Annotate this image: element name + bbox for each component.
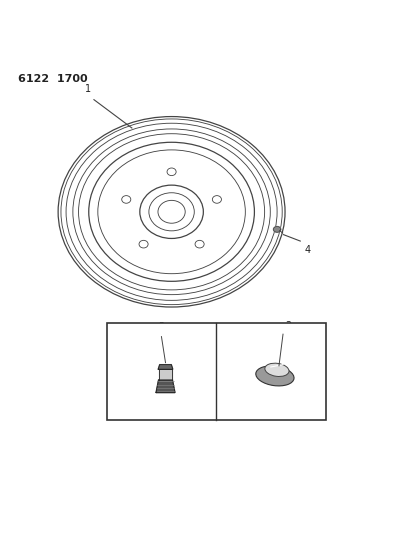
Polygon shape [273,227,281,232]
Ellipse shape [98,150,245,273]
Ellipse shape [158,200,185,223]
Ellipse shape [79,134,265,290]
Ellipse shape [213,196,222,203]
Polygon shape [158,365,173,369]
Ellipse shape [195,240,204,248]
Ellipse shape [140,185,203,238]
Ellipse shape [139,240,148,248]
Bar [107,323,326,421]
Ellipse shape [256,366,294,386]
Ellipse shape [61,119,282,305]
Ellipse shape [58,117,285,307]
Ellipse shape [73,129,270,295]
Ellipse shape [66,123,277,301]
Ellipse shape [89,142,255,281]
Text: 6122  1700: 6122 1700 [18,74,87,84]
Ellipse shape [149,193,194,231]
Polygon shape [159,369,172,380]
Text: 3: 3 [158,322,164,332]
Text: 4: 4 [304,245,310,255]
Text: 2: 2 [285,321,291,331]
Ellipse shape [265,363,289,376]
Ellipse shape [122,196,131,203]
Polygon shape [156,380,175,393]
Ellipse shape [167,168,176,175]
Text: 1: 1 [85,84,91,94]
